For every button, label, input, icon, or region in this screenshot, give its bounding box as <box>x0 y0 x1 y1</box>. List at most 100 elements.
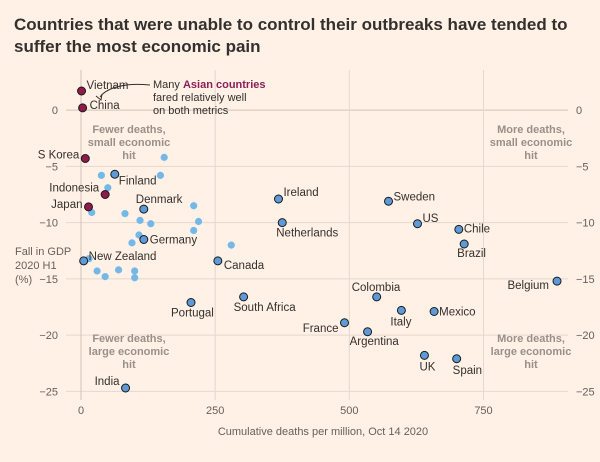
y-tick-label-left: −20 <box>39 330 58 342</box>
point-label-s-korea: S Korea <box>38 150 80 162</box>
quadrant-label-bottom-right: large economic <box>491 346 572 358</box>
data-point <box>147 220 155 228</box>
point-label-germany: Germany <box>150 235 198 247</box>
point-label-argentina: Argentina <box>350 336 400 348</box>
data-point <box>84 202 94 212</box>
y-tick-label-right: 0 <box>576 105 582 117</box>
data-point <box>372 292 382 302</box>
data-point <box>452 354 462 364</box>
y-tick-label-left: 0 <box>52 105 58 117</box>
point-label-netherlands: Netherlands <box>276 228 338 240</box>
data-point <box>552 276 562 286</box>
data-point <box>273 194 283 204</box>
quadrant-label-top-left: Fewer deaths, <box>92 124 165 136</box>
y-tick-label-right: −15 <box>576 274 595 286</box>
y-tick-label-left: −10 <box>39 218 58 230</box>
y-tick-label-right: −20 <box>576 330 595 342</box>
y-tick-label-left: −5 <box>45 161 58 173</box>
quadrant-label-bottom-left: hit <box>122 359 136 371</box>
data-point <box>190 226 198 235</box>
y-tick-label-right: −10 <box>576 218 595 230</box>
data-point <box>80 154 90 163</box>
point-label-brazil: Brazil <box>457 248 486 260</box>
data-point <box>100 190 110 199</box>
data-point <box>363 327 373 337</box>
y-axis-label: 2020 H1 <box>15 260 57 272</box>
y-tick-label-left: −25 <box>39 386 58 398</box>
quadrant-label-bottom-left: large economic <box>89 346 170 358</box>
point-label-uk: UK <box>419 361 435 373</box>
point-label-china: China <box>90 100 121 112</box>
data-point <box>121 210 129 218</box>
point-label-spain: Spain <box>453 365 482 377</box>
data-point <box>114 266 123 274</box>
quadrant-label-top-right: More deaths, <box>497 124 565 136</box>
point-label-portugal: Portugal <box>171 308 214 320</box>
point-label-india: India <box>95 376 121 388</box>
x-tick-label: 250 <box>206 405 224 417</box>
data-point <box>104 184 112 192</box>
data-point <box>139 204 149 214</box>
quadrant-label-top-left: small economic <box>88 137 171 149</box>
point-label-new-zealand: New Zealand <box>89 251 157 263</box>
quadrant-label-top-left: hit <box>122 150 136 162</box>
y-axis-label: Fall in GDP <box>15 246 71 258</box>
point-label-mexico: Mexico <box>439 307 475 319</box>
quadrant-label-top-right: small economic <box>490 137 573 149</box>
data-point <box>419 350 429 360</box>
data-point <box>79 256 89 266</box>
annotation-text: Many <box>153 79 183 91</box>
point-label-chile: Chile <box>464 223 490 235</box>
x-tick-label: 750 <box>474 405 492 417</box>
point-label-south-africa: South Africa <box>234 302 297 314</box>
data-point <box>186 298 196 307</box>
data-point <box>156 171 165 179</box>
point-label-france: France <box>303 323 339 335</box>
point-label-ireland: Ireland <box>283 187 318 199</box>
x-tick-label: 0 <box>78 405 84 417</box>
data-point <box>121 383 131 393</box>
data-point <box>110 169 120 179</box>
chart-title: Countries that were unable to control th… <box>14 15 568 56</box>
data-point <box>93 267 101 275</box>
point-label-indonesia: Indonesia <box>49 183 99 195</box>
point-label-colombia: Colombia <box>352 282 401 294</box>
annotation-arrowhead <box>95 93 103 101</box>
point-label-japan: Japan <box>51 199 82 211</box>
data-point <box>139 235 149 244</box>
data-point <box>396 305 406 315</box>
data-point <box>277 218 287 228</box>
data-point <box>160 153 168 161</box>
point-label-canada: Canada <box>224 260 265 272</box>
point-label-belgium: Belgium <box>507 280 549 292</box>
data-point <box>429 307 439 316</box>
point-label-italy: Italy <box>390 316 411 328</box>
y-axis-label: (%) <box>15 274 32 286</box>
data-point <box>384 196 394 206</box>
data-point <box>131 274 139 282</box>
quadrant-label-bottom-right: More deaths, <box>497 333 565 345</box>
annotation-line3: on both metrics <box>153 105 229 117</box>
quadrant-label-bottom-right: hit <box>524 359 538 371</box>
data-point <box>128 239 136 247</box>
data-point <box>194 217 203 226</box>
annotation-highlight: Asian countries <box>183 79 266 91</box>
y-tick-label-right: −25 <box>576 386 595 398</box>
data-point <box>227 241 235 249</box>
point-label-us: US <box>422 213 438 225</box>
annotation-line1: Many Asian countries <box>153 79 266 91</box>
data-point <box>412 219 422 229</box>
data-point <box>340 318 350 328</box>
data-point <box>213 256 223 266</box>
x-tick-label: 500 <box>340 405 358 417</box>
y-tick-label-right: −5 <box>576 161 589 173</box>
annotation-line2: fared relatively well <box>153 92 247 104</box>
data-point <box>77 86 87 96</box>
point-label-denmark: Denmark <box>136 194 183 206</box>
point-label-finland: Finland <box>119 175 157 187</box>
point-label-sweden: Sweden <box>394 191 436 203</box>
quadrant-label-bottom-left: Fewer deaths, <box>92 333 165 345</box>
data-point <box>136 216 144 224</box>
